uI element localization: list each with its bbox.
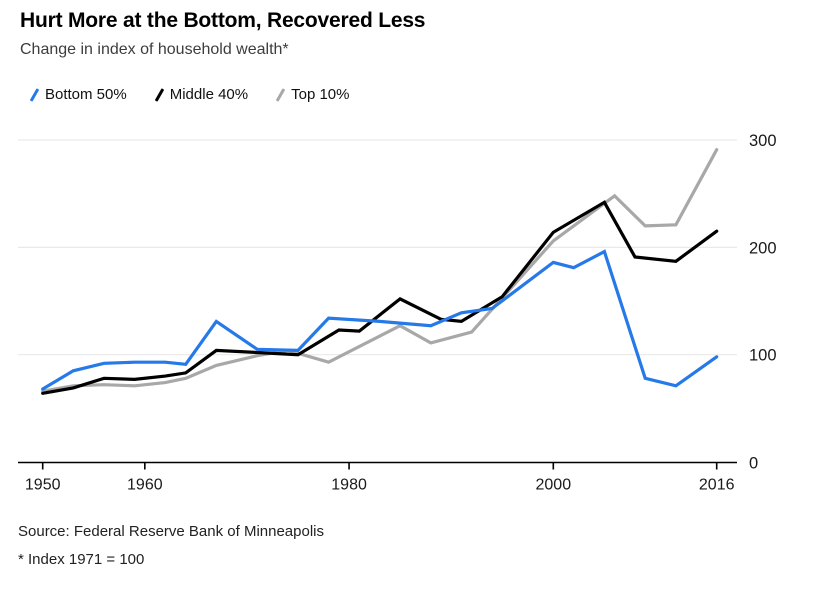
legend: Bottom 50% Middle 40% Top 10% [29,86,350,103]
legend-label-top-10: Top 10% [291,86,350,103]
chart-footer: Source: Federal Reserve Bank of Minneapo… [18,518,324,574]
series-line-top-10- [41,148,719,393]
x-axis-label-1980: 1980 [331,477,367,494]
y-axis-label-0: 0 [749,455,758,473]
x-axis-label-2016: 2016 [699,477,735,494]
series-line-middle-40- [41,200,719,395]
legend-item-bottom-50: Bottom 50% [29,86,127,103]
source-note: Source: Federal Reserve Bank of Minneapo… [18,523,324,540]
series-line-bottom-50- [41,249,719,391]
index-note: * Index 1971 = 100 [18,551,145,568]
y-axis-label-200: 200 [749,239,777,257]
legend-item-top-10: Top 10% [275,86,350,103]
legend-item-middle-40: Middle 40% [154,86,249,103]
chart-title: Hurt More at the Bottom, Recovered Less [20,9,426,32]
x-axis-label-1950: 1950 [25,477,61,494]
x-axis-label-2000: 2000 [536,477,572,494]
y-axis-label-300: 300 [749,132,777,150]
legend-label-bottom-50: Bottom 50% [45,86,127,103]
chart-subtitle: Change in index of household wealth* [20,41,289,58]
x-axis-label-1960: 1960 [127,477,163,494]
legend-label-middle-40: Middle 40% [169,86,249,103]
y-axis-label-100: 100 [749,347,777,365]
